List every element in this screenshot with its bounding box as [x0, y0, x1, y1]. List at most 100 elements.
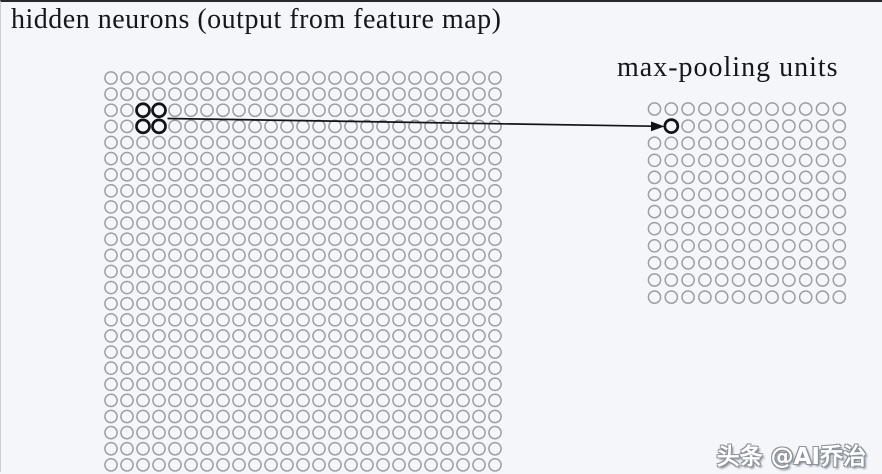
hidden-neuron [120, 393, 134, 408]
hidden-neuron [232, 280, 246, 295]
hidden-neuron [168, 329, 182, 343]
pooling-unit [782, 102, 796, 116]
hidden-neuron [440, 119, 454, 134]
hidden-neuron [216, 409, 230, 424]
hidden-neuron [200, 425, 214, 440]
hidden-neuron [184, 135, 198, 150]
hidden-neuron [200, 87, 214, 101]
hidden-neuron [104, 458, 118, 472]
hidden-neuron [136, 151, 150, 166]
hidden-neuron [280, 393, 294, 408]
pooling-unit [782, 153, 796, 168]
hidden-neuron [168, 200, 182, 214]
hidden-neuron [280, 425, 294, 440]
hidden-neuron [200, 200, 214, 214]
pooling-unit [681, 136, 695, 151]
hidden-neuron [376, 377, 390, 392]
pooling-unit [815, 256, 830, 270]
hidden-neuron [120, 441, 134, 456]
hidden-neuron [424, 87, 438, 101]
hidden-neuron [392, 393, 406, 408]
hidden-neuron [488, 87, 502, 101]
hidden-neuron [264, 393, 278, 408]
hidden-neuron [296, 296, 310, 311]
hidden-neuron [440, 248, 454, 263]
hidden-neuron [296, 87, 310, 101]
hidden-neuron [488, 345, 502, 359]
hidden-neuron [360, 183, 374, 198]
pooling-unit [698, 290, 712, 304]
hidden-neuron [488, 183, 502, 198]
hidden-neuron [392, 232, 406, 247]
hidden-neuron [408, 216, 422, 230]
hidden-neuron [104, 441, 118, 456]
hidden-neuron [344, 345, 358, 359]
hidden-neuron [472, 264, 486, 279]
hidden-neuron [216, 103, 230, 118]
hidden-neuron [264, 183, 278, 198]
pooling-unit [748, 256, 763, 270]
hidden-neuron [264, 409, 278, 424]
pooling-unit [681, 238, 695, 253]
hidden-neuron [248, 458, 262, 472]
hidden-neuron [248, 200, 262, 214]
hidden-neuron [184, 361, 198, 376]
hidden-neuron [360, 232, 374, 247]
hidden-neuron [440, 264, 454, 279]
hidden-neuron [440, 216, 454, 230]
hidden-neuron [232, 200, 246, 214]
hidden-neuron [200, 264, 214, 279]
pooling-unit [798, 290, 813, 304]
hidden-neuron [472, 425, 486, 440]
hidden-neuron [392, 361, 406, 376]
hidden-neuron [408, 329, 422, 343]
hidden-neuron [392, 312, 406, 327]
hidden-neuron [104, 119, 118, 134]
hidden-neuron [136, 87, 150, 101]
hidden-neuron [328, 183, 342, 198]
hidden-neuron [248, 248, 262, 263]
hidden-neuron [248, 280, 262, 295]
hidden-neuron [440, 167, 454, 182]
hidden-neuron [152, 312, 166, 327]
hidden-neuron [472, 151, 486, 166]
hidden-neuron [456, 264, 470, 279]
hidden-neuron [264, 329, 278, 343]
pooling-unit [647, 136, 662, 151]
pooling-unit [698, 187, 712, 202]
hidden-neuron [472, 71, 486, 85]
hidden-neuron [152, 280, 166, 295]
hidden-neuron [376, 425, 390, 440]
hidden-neuron [104, 183, 118, 198]
hidden-neuron [456, 312, 470, 327]
hidden-neuron [344, 280, 358, 295]
hidden-neuron [104, 425, 118, 440]
hidden-neuron [376, 71, 390, 85]
hidden-neuron [232, 232, 246, 247]
hidden-neuron [312, 103, 326, 118]
hidden-neuron [200, 441, 214, 456]
hidden-neuron [408, 409, 422, 424]
pooling-unit [748, 273, 763, 287]
hidden-neuron [216, 216, 230, 230]
pooling-unit [681, 102, 695, 116]
hidden-neuron [472, 216, 486, 230]
hidden-neuron [376, 393, 390, 408]
pooling-unit [782, 187, 796, 202]
hidden-neuron [216, 135, 230, 150]
hidden-neuron [184, 200, 198, 214]
hidden-neuron [440, 345, 454, 359]
hidden-neuron [472, 119, 486, 134]
hidden-neuron [136, 280, 150, 295]
hidden-neuron [312, 312, 326, 327]
hidden-neuron [232, 409, 246, 424]
hidden-neuron [488, 103, 502, 118]
hidden-neuron [216, 296, 230, 311]
hidden-neuron [344, 409, 358, 424]
hidden-neuron [232, 135, 246, 150]
pooling-unit [815, 102, 830, 116]
hidden-neuron [376, 183, 390, 198]
hidden-neuron [408, 87, 422, 101]
hidden-neuron [152, 232, 166, 247]
